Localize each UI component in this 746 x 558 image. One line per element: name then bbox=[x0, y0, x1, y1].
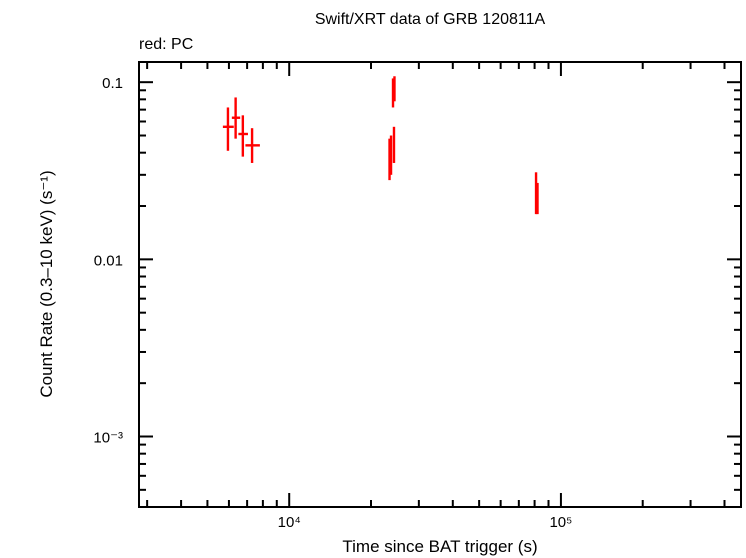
data-point bbox=[389, 135, 393, 175]
chart-subtitle: red: PC bbox=[139, 36, 193, 53]
y-axis-label: Count Rate (0.3–10 keV) (s⁻¹) bbox=[37, 170, 56, 397]
data-point bbox=[238, 115, 248, 157]
y-tick-label: 10⁻³ bbox=[93, 430, 123, 447]
x-axis-label: Time since BAT trigger (s) bbox=[342, 537, 537, 556]
axis-tick-labels: 10⁴ 10⁵ 0.1 0.01 10⁻³ bbox=[93, 75, 572, 531]
data-point bbox=[393, 76, 396, 102]
data-point bbox=[231, 97, 241, 139]
data-series bbox=[222, 76, 539, 215]
axis-ticks bbox=[139, 62, 741, 508]
x-tick-label: 10⁵ bbox=[549, 514, 572, 531]
data-point bbox=[536, 182, 539, 215]
data-point bbox=[392, 126, 396, 163]
x-tick-label: 10⁴ bbox=[278, 514, 301, 531]
chart-title: Swift/XRT data of GRB 120811A bbox=[315, 11, 546, 28]
data-point bbox=[222, 107, 234, 151]
y-tick-label: 0.01 bbox=[94, 252, 123, 269]
data-point bbox=[245, 128, 260, 163]
y-tick-label: 0.1 bbox=[102, 75, 123, 92]
plot-frame bbox=[138, 61, 742, 508]
